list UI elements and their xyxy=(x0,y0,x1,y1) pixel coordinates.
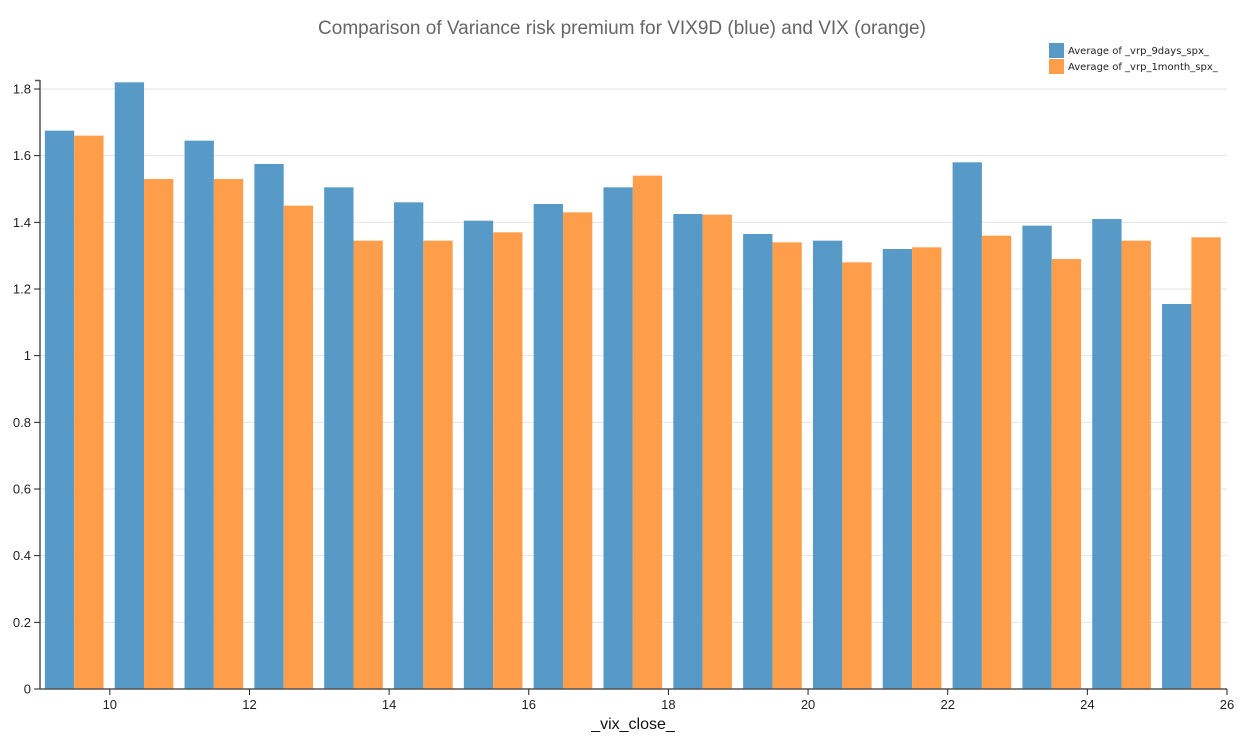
y-tick-label: 1.8 xyxy=(13,82,31,97)
bar-vrp-9days xyxy=(184,140,214,689)
x-tick-label: 12 xyxy=(242,697,256,712)
x-tick-label: 24 xyxy=(1080,697,1094,712)
bar-vrp-9days xyxy=(882,249,913,689)
y-tick-label: 1.2 xyxy=(13,282,31,297)
axes xyxy=(35,79,1227,690)
legend-swatch-vrp-9days xyxy=(1049,43,1064,58)
bar-vrp-9days xyxy=(743,234,773,689)
y-tick-label: 1.6 xyxy=(13,148,31,163)
bar-vrp-1month xyxy=(702,214,732,689)
legend-label-vrp-1month: Average of _vrp_1month_spx_ xyxy=(1068,62,1219,73)
bar-vrp-1month xyxy=(1051,259,1082,689)
bar-vrp-9days xyxy=(324,187,354,690)
bar-vrp-9days xyxy=(952,162,982,690)
bars xyxy=(44,82,1221,690)
y-tick-label: 1 xyxy=(24,348,31,363)
y-tick-label: 0.6 xyxy=(13,482,31,497)
bar-vrp-1month xyxy=(493,232,523,690)
bar-vrp-1month xyxy=(1121,240,1151,689)
bar-vrp-1month xyxy=(283,205,314,689)
legend-swatch-vrp-1month xyxy=(1049,59,1064,74)
y-axis-ticks: 0 0.2 0.4 0.6 0.8 1 1.2 1.4 1.6 1.8 xyxy=(13,82,40,697)
y-tick-label: 0 xyxy=(24,682,31,697)
bar-vrp-1month xyxy=(353,240,383,689)
bar-vrp-9days xyxy=(1022,225,1052,689)
bar-vrp-1month xyxy=(842,262,872,689)
y-tick-label: 0.8 xyxy=(13,415,31,430)
legend-label-vrp-9days: Average of _vrp_9days_spx_ xyxy=(1068,46,1210,57)
bar-vrp-1month xyxy=(144,179,174,689)
y-tick-label: 0.4 xyxy=(13,548,31,563)
y-tick-label: 0.2 xyxy=(13,615,31,630)
bar-vrp-9days xyxy=(533,204,563,689)
bar-vrp-9days xyxy=(812,240,843,689)
bar-vrp-9days xyxy=(1092,219,1122,689)
x-tick-label: 20 xyxy=(801,697,815,712)
x-axis-label: _vix_close_ xyxy=(590,716,676,733)
x-tick-label: 18 xyxy=(661,697,675,712)
x-axis-ticks: 10 12 14 16 18 20 22 24 26 xyxy=(103,689,1234,712)
bar-vrp-1month xyxy=(981,235,1012,689)
x-tick-label: 26 xyxy=(1220,697,1234,712)
bar-vrp-1month xyxy=(423,240,453,689)
x-tick-label: 22 xyxy=(940,697,954,712)
x-tick-label: 14 xyxy=(382,697,396,712)
bar-vrp-9days xyxy=(254,164,284,689)
x-tick-label: 10 xyxy=(103,697,117,712)
x-tick-label: 16 xyxy=(522,697,536,712)
bar-vrp-9days xyxy=(673,214,703,689)
bar-vrp-1month xyxy=(74,135,104,689)
bar-vrp-1month xyxy=(1191,237,1221,690)
bar-vrp-9days xyxy=(1162,304,1192,689)
bar-vrp-1month xyxy=(562,212,593,690)
bar-vrp-1month xyxy=(772,242,802,690)
bar-vrp-9days xyxy=(394,202,424,690)
bar-vrp-1month xyxy=(632,175,663,689)
y-tick-label: 1.4 xyxy=(13,215,31,230)
bar-vrp-1month xyxy=(213,179,244,689)
bar-vrp-9days xyxy=(463,220,494,689)
chart-title: Comparison of Variance risk premium for … xyxy=(318,18,926,39)
bar-vrp-9days xyxy=(114,82,145,690)
bar-vrp-9days xyxy=(603,187,633,690)
bar-vrp-1month xyxy=(912,247,942,690)
bar-vrp-9days xyxy=(44,130,75,689)
legend: Average of _vrp_9days_spx_ Average of _v… xyxy=(1049,43,1219,74)
